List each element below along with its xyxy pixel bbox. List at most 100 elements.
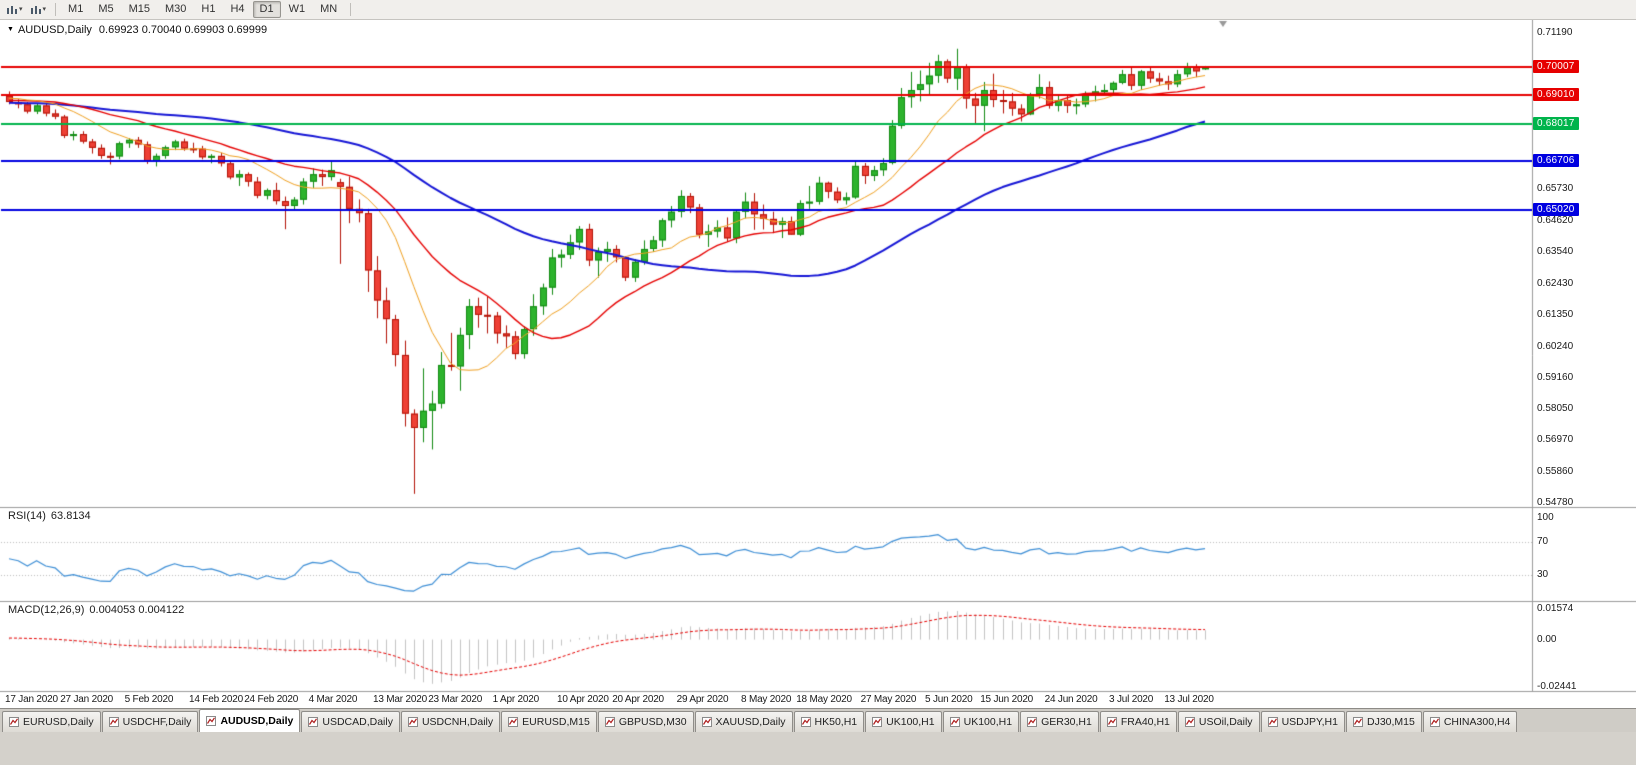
price-level-badge: 0.68017	[1533, 116, 1579, 130]
date-axis-label: 27 May 2020	[860, 694, 917, 705]
mini-chart-icon	[701, 717, 712, 727]
chart-tab-gbpusd-m30[interactable]: GBPUSD,M30	[597, 711, 694, 732]
tab-label: EURUSD,M15	[522, 716, 590, 728]
date-axis-label: 15 Jun 2020	[980, 694, 1034, 705]
tab-label: CHINA300,H4	[1443, 716, 1511, 728]
dropdown-caret-icon: ▾	[19, 6, 23, 13]
chart-template-button[interactable]: ▾	[27, 2, 50, 18]
mini-chart-icon	[872, 717, 883, 727]
date-axis-label: 10 Apr 2020	[557, 694, 609, 705]
chart-tab-usdcnh-daily[interactable]: USDCNH,Daily	[400, 711, 501, 732]
timeframe-button-m1[interactable]: M1	[68, 3, 84, 15]
mini-chart-icon	[800, 717, 811, 727]
chart-tab-uk100-h1[interactable]: UK100,H1	[865, 711, 942, 732]
chart-tab-china300-h4[interactable]: CHINA300,H4	[1422, 711, 1518, 732]
chart-tab-usdchf-daily[interactable]: USDCHF,Daily	[101, 711, 199, 732]
chart-tab-uk100-h1[interactable]: UK100,H1	[942, 711, 1020, 732]
timeframe-button-m30[interactable]: M30	[165, 3, 187, 15]
mini-chart-icon	[1027, 717, 1038, 727]
timeframe-button-row: M1 M5 M15 M30 H1 H4 D1 W1 MN	[61, 1, 345, 18]
date-axis-label: 20 Apr 2020	[612, 694, 664, 705]
price-level-badge: 0.65020	[1533, 202, 1579, 216]
price-axis-label: 0.59160	[1537, 371, 1574, 383]
chart-tab-audusd-daily[interactable]: AUDUSD,Daily	[199, 709, 301, 732]
timeframe-button-w1[interactable]: W1	[288, 3, 306, 15]
price-axis-label: 0.71190	[1537, 27, 1573, 38]
chart-toolbar: ▾ ▾ M1 M5 M15 M30 H1 H4 D1 W1 MN	[0, 0, 1636, 20]
date-axis-label: 23 Mar 2020	[428, 694, 483, 705]
mini-chart-icon	[1267, 717, 1278, 727]
date-axis-label: 4 Mar 2020	[308, 694, 358, 705]
tab-label: HK50,H1	[814, 716, 858, 728]
chart-tabs-bar: EURUSD,Daily USDCHF,Daily AUDUSD,Daily USDC…	[0, 708, 1636, 732]
macd-name: MACD(12,26,9)	[8, 604, 85, 616]
macd-axis-label: 0.01574	[1537, 603, 1574, 614]
price-level-badge: 0.70007	[1533, 59, 1579, 73]
mini-chart-icon	[308, 717, 319, 727]
mini-chart-icon	[1106, 717, 1117, 727]
tab-label: USDJPY,H1	[1281, 716, 1338, 728]
date-axis-label: 5 Jun 2020	[925, 694, 973, 705]
mini-chart-icon	[108, 717, 119, 727]
price-axis-label: 0.58050	[1537, 403, 1574, 415]
date-axis-label: 8 May 2020	[741, 694, 792, 705]
date-axis-label: 5 Feb 2020	[124, 694, 174, 705]
expand-triangle-icon[interactable]: ▼	[7, 26, 14, 33]
chart-tab-usoil-daily[interactable]: USOil,Daily	[1177, 711, 1260, 732]
tab-label: USDCNH,Daily	[421, 716, 494, 728]
date-axis-label: 27 Jan 2020	[60, 694, 114, 705]
chart-tab-usdjpy-h1[interactable]: USDJPY,H1	[1260, 711, 1345, 732]
status-strip	[0, 732, 1636, 765]
mini-chart-icon	[508, 717, 519, 727]
timeframe-button-h4[interactable]: H4	[230, 3, 245, 15]
rsi-indicator-label: RSI(14) 63.8134	[8, 510, 91, 522]
toolbar-icon-group: ▾ ▾	[0, 2, 50, 18]
price-level-badge: 0.69010	[1533, 88, 1579, 102]
chart-tab-fra40-h1[interactable]: FRA40,H1	[1099, 711, 1177, 732]
price-axis-label: 0.54780	[1537, 497, 1574, 508]
chart-tab-eurusd-m15[interactable]: EURUSD,M15	[501, 711, 597, 732]
chart-tab-hk50-h1[interactable]: HK50,H1	[793, 711, 865, 732]
timeframe-button-m15[interactable]: M15	[128, 3, 150, 15]
chart-tab-xauusd-daily[interactable]: XAUUSD,Daily	[694, 711, 793, 732]
macd-values: 0.004053 0.004122	[89, 604, 185, 616]
timeframe-button-mn[interactable]: MN	[320, 3, 338, 15]
mini-chart-icon	[206, 716, 217, 726]
timeframe-button-m5[interactable]: M5	[98, 3, 114, 15]
mini-chart-icon	[1184, 717, 1195, 727]
date-axis-label: 17 Jan 2020	[5, 694, 58, 705]
chart-title: ▼ AUDUSD,Daily 0.69923 0.70040 0.69903 0.6…	[7, 24, 267, 36]
candlestick-chart-icon	[7, 5, 17, 14]
mini-chart-icon	[407, 717, 418, 727]
rsi-value: 63.8134	[50, 510, 91, 522]
timeframe-button-d1[interactable]: D1	[252, 1, 281, 18]
rsi-name: RSI(14)	[8, 510, 46, 522]
candlestick-chart-button[interactable]: ▾	[3, 2, 26, 18]
chart-symbol-period: AUDUSD,Daily	[17, 24, 92, 36]
mini-chart-icon	[1352, 717, 1363, 727]
tab-label: USDCHF,Daily	[122, 716, 192, 728]
toolbar-separator	[55, 3, 57, 16]
date-axis-label: 14 Feb 2020	[189, 694, 243, 705]
chart-tab-ger30-h1[interactable]: GER30,H1	[1020, 711, 1099, 732]
chart-tab-usdcad-daily[interactable]: USDCAD,Daily	[301, 711, 400, 732]
mini-chart-icon	[9, 717, 19, 727]
dropdown-caret-icon: ▾	[42, 6, 47, 13]
chart-tab-dj30-m15[interactable]: DJ30,M15	[1345, 711, 1422, 732]
tab-label: DJ30,M15	[1366, 716, 1415, 728]
date-axis-label: 24 Jun 2020	[1044, 694, 1098, 705]
timeframe-button-h1[interactable]: H1	[201, 3, 216, 15]
price-axis-label: 0.56970	[1537, 434, 1574, 446]
date-axis-label: 13 Jul 2020	[1164, 694, 1214, 705]
price-axis-label: 0.61350	[1537, 308, 1574, 320]
macd-indicator-label: MACD(12,26,9) 0.004053 0.004122	[8, 604, 184, 616]
tab-label: EURUSD,Daily	[23, 716, 94, 728]
date-axis-label: 13 Mar 2020	[373, 694, 427, 705]
date-axis-label: 29 Apr 2020	[676, 694, 729, 705]
tab-label: UK100,H1	[963, 716, 1013, 728]
chart-tab-eurusd-daily[interactable]: EURUSD,Daily	[2, 711, 101, 732]
price-axis-label: 0.62430	[1537, 277, 1574, 289]
mini-chart-icon	[604, 717, 615, 727]
